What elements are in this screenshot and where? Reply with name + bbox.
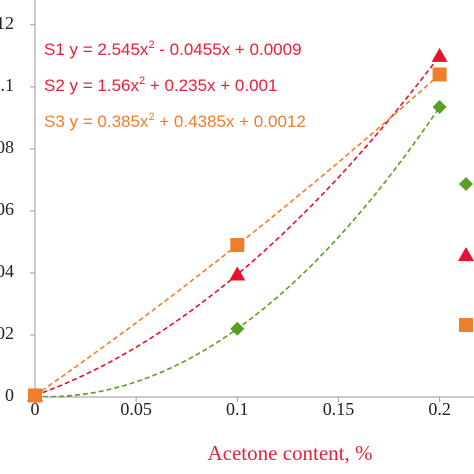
x-tick-label: 0.05 [120, 399, 152, 419]
data-point [230, 321, 245, 336]
annotation-part: S2 y = 1.56x [44, 76, 139, 95]
annotation-part: S3 y = 0.385x [44, 112, 149, 131]
data-point [431, 47, 448, 62]
y-tick-label: 0.1 [0, 75, 14, 95]
annotation-part: - 0.0455x + 0.0009 [155, 40, 302, 59]
trendline [34, 55, 441, 397]
x-axis-label: Acetone content, % [207, 441, 372, 465]
data-point [28, 388, 42, 403]
annotation-part: 2 [148, 39, 154, 51]
x-tick-label: 0.15 [323, 399, 355, 419]
annotation-part: + 0.4385x + 0.0012 [155, 112, 306, 131]
annotation-part: 2 [148, 111, 154, 123]
y-tick-label: 0.12 [0, 13, 14, 33]
data-point [230, 238, 245, 253]
data-point [432, 100, 447, 115]
annotation-part: 2 [139, 75, 145, 87]
x-tick-label: 0.1 [226, 399, 249, 419]
annotation: S2 y = 1.56x2 + 0.235x + 0.001 [44, 75, 277, 96]
y-tick-label: 0.02 [0, 323, 14, 343]
annotation: S3 y = 0.385x2 + 0.4385x + 0.0012 [44, 111, 306, 132]
data-point [229, 266, 246, 281]
data-point [432, 67, 447, 82]
x-tick-label: 0 [31, 399, 40, 419]
y-tick-label: 0.06 [0, 199, 14, 219]
annotation-part: S1 y = 2.545x [44, 40, 149, 59]
annotation: S1 y = 2.545x2 - 0.0455x + 0.0009 [44, 39, 302, 60]
legend-marker [459, 177, 473, 191]
legend-marker [458, 247, 474, 261]
y-tick-label: 0 [5, 385, 14, 405]
annotation-part: + 0.235x + 0.001 [145, 76, 277, 95]
y-tick-label: 0.04 [0, 261, 14, 281]
x-tick-label: 0.2 [428, 399, 451, 419]
legend-marker [459, 318, 473, 332]
y-tick-label: 0.08 [0, 137, 14, 157]
